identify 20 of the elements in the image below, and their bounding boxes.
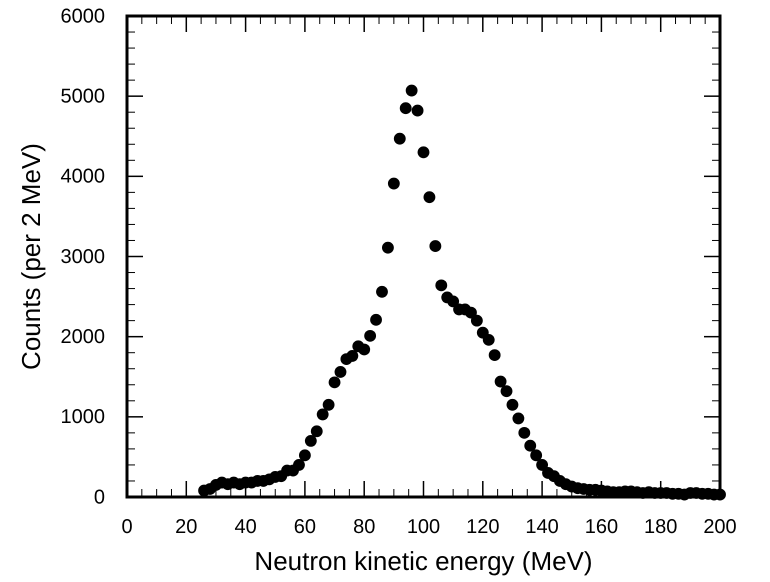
y-axis-title: Counts (per 2 MeV)	[16, 143, 46, 370]
x-tick-label: 180	[644, 516, 678, 538]
x-tick-label: 200	[703, 516, 737, 538]
x-axis-title: Neutron kinetic energy (MeV)	[254, 546, 593, 576]
y-tick-label: 3000	[60, 246, 105, 268]
x-tick-label: 160	[584, 516, 618, 538]
x-tick-label: 140	[525, 516, 559, 538]
y-tick-label: 1000	[60, 406, 105, 428]
y-tick-label: 6000	[60, 5, 105, 28]
x-tick-label: 60	[294, 516, 316, 538]
y-tick-label: 5000	[60, 86, 105, 108]
y-tick-label: 2000	[60, 326, 105, 348]
x-tick-label: 40	[234, 516, 257, 538]
x-tick-label: 0	[121, 516, 133, 538]
y-tick-label: 0	[94, 486, 105, 508]
x-tick-label: 100	[406, 516, 440, 538]
x-tick-label: 80	[353, 516, 376, 538]
x-tick-label: 20	[175, 516, 198, 538]
x-tick-label: 120	[466, 516, 500, 538]
y-tick-label: 4000	[60, 166, 105, 188]
